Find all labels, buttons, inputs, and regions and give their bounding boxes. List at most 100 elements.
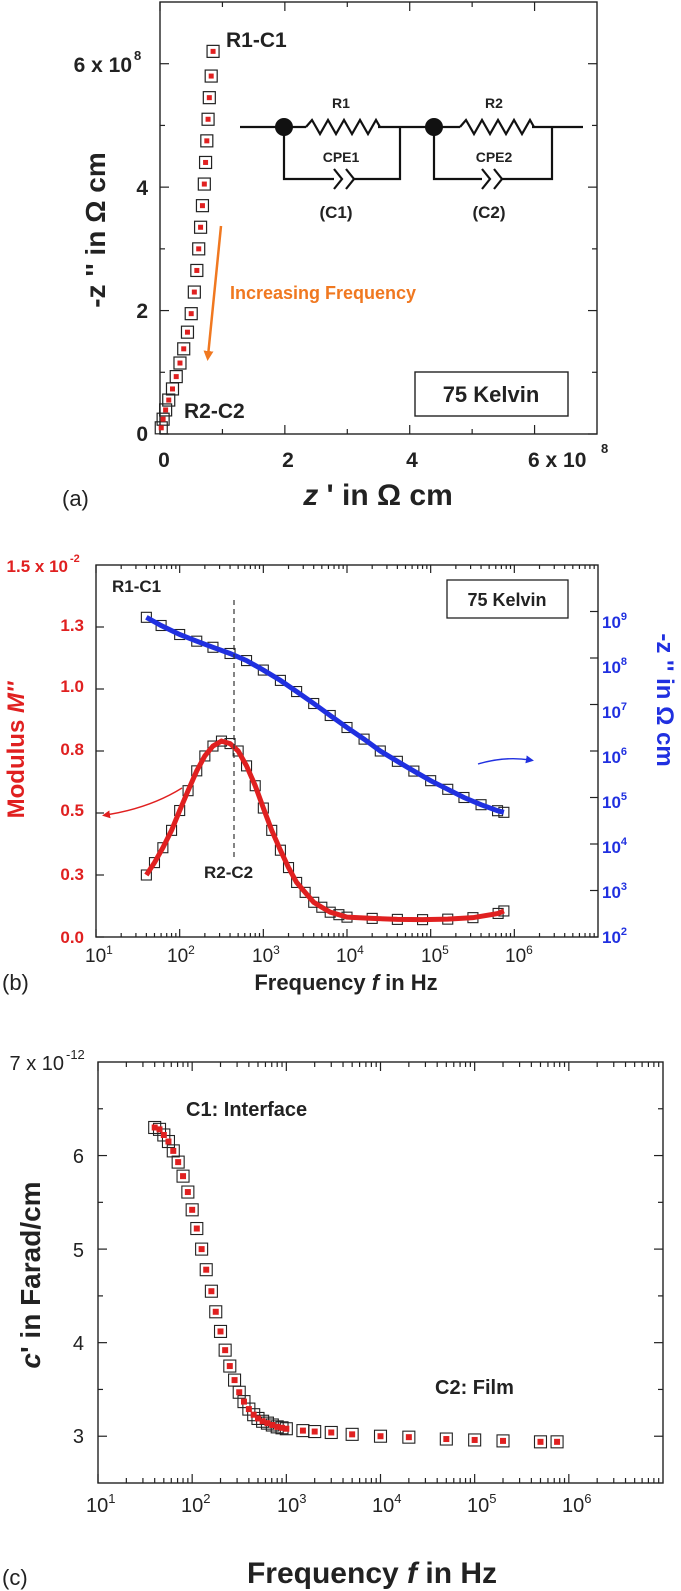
plot-frame-c — [97, 1061, 664, 1484]
y-tick-label: 107 — [602, 701, 627, 722]
data-series-c — [148, 1120, 564, 1449]
x-axis-rest: ' in Ω cm — [318, 479, 453, 512]
circuit-label-r2: R2 — [485, 95, 503, 111]
data-point — [198, 155, 213, 170]
y-tick-exponent: 8 — [134, 48, 141, 63]
data-point — [193, 220, 208, 234]
fit-point — [328, 1429, 335, 1436]
data-point — [195, 1242, 209, 1256]
y-tick-label: 3 — [73, 1426, 84, 1448]
data-point — [184, 307, 198, 321]
data-point — [199, 1263, 213, 1277]
y-tick-labels-c: 3 4 5 6 7 x 10 — [10, 1053, 84, 1448]
data-point — [237, 1395, 251, 1409]
fit-point — [166, 397, 172, 403]
fit-point — [264, 1420, 271, 1427]
x-tick-labels-b: 101 102 103 104 105 106 — [85, 943, 533, 967]
fit-point — [349, 1431, 356, 1438]
data-point — [181, 1185, 195, 1199]
circuit-node-icon — [425, 118, 443, 136]
temperature-box — [414, 371, 569, 417]
x-tick-label: 104 — [372, 1491, 401, 1517]
fit-point — [250, 1411, 257, 1418]
x-tick-label: 106 — [505, 943, 533, 967]
data-point — [533, 1435, 548, 1449]
x-tick-label: 105 — [467, 1491, 496, 1517]
y-tick-label: 102 — [602, 926, 627, 947]
data-point — [223, 1359, 237, 1373]
axis-ticks-b — [95, 565, 598, 938]
x-tick-label: 101 — [86, 1491, 115, 1517]
circuit-wire — [432, 127, 482, 181]
circuit-label-cpe1: CPE1 — [323, 149, 360, 165]
panel-label-b: (b) — [2, 970, 29, 995]
x-tick-label: 105 — [421, 943, 449, 967]
fit-point — [196, 246, 202, 252]
fit-point — [240, 1398, 247, 1405]
data-point — [190, 263, 204, 278]
x-tick-label: 101 — [85, 943, 113, 967]
y-tick-label: 103 — [602, 881, 627, 902]
y-tick-label: 0.0 — [60, 928, 84, 947]
data-point — [201, 112, 215, 126]
fit-point — [210, 48, 216, 54]
circuit-wire — [282, 127, 334, 181]
fit-point — [198, 224, 204, 230]
y-tick-label: 104 — [602, 836, 628, 857]
fit-point — [203, 159, 209, 165]
data-point — [185, 1203, 199, 1217]
fit-point — [259, 1418, 266, 1425]
resistor-r1-icon — [305, 117, 381, 137]
panel-label-a: (a) — [62, 486, 89, 511]
fit-point — [177, 360, 183, 366]
x-tick-label: 102 — [181, 1491, 210, 1517]
x-axis-label-b: Frequency f in Hz — [254, 970, 437, 995]
frequency-arrow — [203, 225, 223, 361]
x-tick-labels-c: 101 102 103 104 105 106 — [86, 1491, 591, 1517]
panel-a: 0 2 4 6 x 10 8 0 2 4 6 x 10 8 z ' in Ω c… — [62, 1, 608, 512]
circuit-label-c1: (C1) — [319, 203, 352, 222]
y-tick-label: 108 — [602, 656, 627, 677]
y-right-tick-labels: 102 103 104 105 106 107 108 109 — [602, 611, 628, 947]
fit-line — [144, 738, 505, 923]
data-point — [274, 674, 286, 686]
y-tick-exponent: -2 — [70, 553, 80, 565]
fit-point — [283, 1425, 290, 1432]
x-tick-label: 0 — [158, 449, 170, 472]
x-tick-label: 106 — [562, 1491, 591, 1517]
data-point — [391, 755, 403, 767]
fit-point — [405, 1434, 412, 1441]
left-axis-arrow — [102, 787, 183, 819]
data-point — [373, 1429, 388, 1443]
data-point — [173, 356, 187, 370]
data-point — [140, 869, 152, 881]
fit-point — [165, 1138, 172, 1145]
cpe2-icon — [481, 168, 504, 190]
fit-point — [158, 425, 164, 431]
fit-point — [206, 95, 212, 101]
y-tick-label: 4 — [73, 1333, 84, 1355]
data-point — [161, 1134, 176, 1149]
data-point — [402, 1430, 416, 1444]
y-tick-label: 105 — [602, 791, 627, 812]
y-tick-label-top: 1.5 x 10 — [7, 557, 68, 576]
data-point — [176, 1169, 190, 1183]
circuit-node-icon — [275, 118, 293, 136]
resistor-r2-icon — [459, 117, 535, 137]
fit-point — [184, 329, 190, 335]
fit-point — [184, 1189, 191, 1196]
fit-point — [203, 1266, 210, 1273]
y-tick-label: 0.3 — [60, 865, 84, 884]
data-series-a — [154, 44, 220, 435]
x-tick-label: 2 — [282, 449, 294, 472]
fit-point — [269, 1421, 276, 1428]
y-tick-label: 109 — [602, 611, 627, 632]
axis-ticks-a — [159, 2, 597, 435]
x-tick-exponent: 8 — [601, 441, 608, 456]
circuit-label-r1: R1 — [332, 95, 350, 111]
fit-point — [236, 1389, 243, 1396]
plot-frame-b — [95, 564, 599, 938]
fit-point — [199, 203, 205, 209]
annotation-r2c2: R2-C2 — [184, 400, 245, 423]
